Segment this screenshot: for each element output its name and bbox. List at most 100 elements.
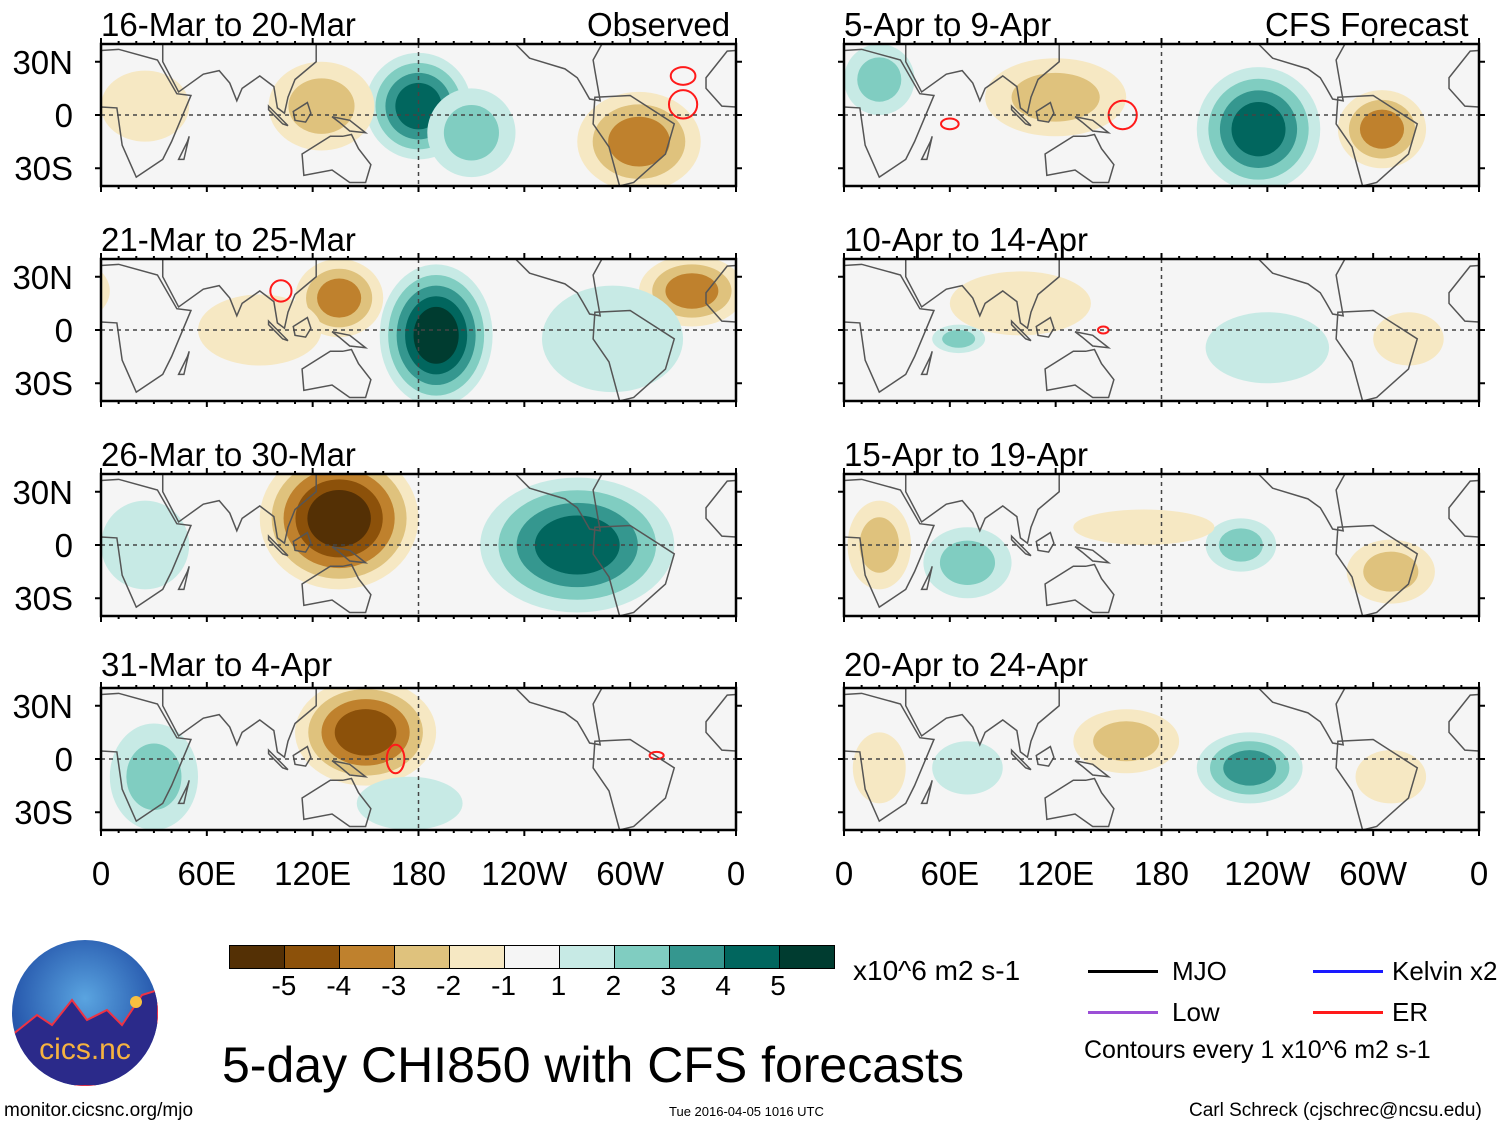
colorbar-swatch [339,946,394,968]
colorbar-swatch [394,946,449,968]
positive-anomaly [932,741,1003,795]
coastline [1074,116,1112,134]
coastline [101,48,193,179]
coastline [920,351,933,376]
coastline [1035,316,1055,338]
coastline [1448,264,1479,323]
coastline [1335,524,1419,616]
coastline [331,546,369,564]
coastline [904,474,1060,545]
coastline [331,116,369,134]
colorbar-swatch [559,946,614,968]
negative-anomaly [608,116,670,167]
positive-anomaly [939,540,996,585]
latitude-label: 30N [12,687,73,725]
coastline [844,263,936,394]
legend-kelvin-line [1313,970,1383,973]
coastline [705,49,736,108]
negative-anomaly [1359,109,1405,149]
colorbar-label: -2 [436,970,462,1001]
negative-anomaly [198,294,322,366]
positive-anomaly [1231,102,1286,157]
coastline [292,101,312,123]
latitude-label: 30N [12,258,73,296]
longitude-label: 0 [726,855,746,892]
coastline [101,478,193,609]
legend-kelvin-label: Kelvin x2 [1392,956,1498,986]
longitude-label: 180 [390,855,447,892]
colorbar-label: 3 [660,970,677,1001]
latitude-label: 30S [14,794,73,832]
coastline [267,534,289,557]
positive-anomaly [942,330,976,348]
coastline [161,688,317,759]
positive-anomaly [541,285,684,393]
coastline [1074,546,1112,564]
coastline [177,780,190,805]
latitude-label: 0 [54,527,73,564]
longitude-label: 120E [1017,855,1095,892]
positive-anomaly [857,57,902,102]
map-panel [838,38,1485,192]
coastline [1010,319,1032,342]
positive-anomaly [1205,312,1330,384]
panel-title: 31-Mar to 4-Apr [101,646,333,683]
footer-url[interactable]: monitor.cicsnc.org/mjo [4,1100,194,1121]
colorbar [229,945,835,969]
coastline [920,136,933,161]
coastline [1035,101,1055,123]
panel-title: 5-Apr to 9-Apr [844,6,1052,43]
legend-low-line [1088,1011,1158,1014]
panel-title: 20-Apr to 24-Apr [844,646,1088,683]
coastline [592,94,676,186]
coastline [1335,309,1419,401]
coastline [1044,133,1115,184]
coastline [514,44,603,102]
coastline [161,474,317,545]
coastline [705,479,736,538]
coastline [301,563,372,614]
negative-anomaly [949,271,1091,336]
panel-title: 21-Mar to 25-Mar [101,221,356,258]
coastline [592,738,676,830]
colorbar-label: 2 [605,970,622,1001]
contour-note: Contours every 1 x10^6 m2 s-1 [1084,1036,1431,1064]
longitude-label: 120E [274,855,352,892]
er-contour [669,66,697,86]
coastline [904,259,1060,330]
latitude-label: 0 [54,97,73,134]
coastline [1044,777,1115,828]
coastline [301,777,372,828]
colorbar-label: -4 [326,970,352,1001]
coastline [844,478,936,609]
negative-anomaly [101,271,110,311]
latitude-label: 30N [12,43,73,81]
colorbar-units: x10^6 m2 s-1 [853,955,1021,986]
coastline [1074,331,1112,349]
positive-anomaly [413,306,459,364]
colorbar-swatch [724,946,779,968]
negative-anomaly [1073,509,1215,545]
map-panel [838,253,1485,407]
er-contour [667,89,699,120]
coastline [1044,348,1115,399]
longitude-label: 0 [1469,855,1489,892]
colorbar-label: -5 [271,970,297,1001]
coastline [331,760,369,778]
coastline [920,780,933,805]
latitude-label: 30S [14,150,73,188]
observed-label: Observed [587,6,731,43]
map-panel [838,682,1485,836]
coastline [514,688,603,746]
panel-title: 16-Mar to 20-Mar [101,6,356,43]
negative-anomaly [1011,72,1100,122]
coastline [177,566,190,591]
coastline [267,104,289,127]
coastline [1335,738,1419,830]
coastline [267,319,289,342]
coastline [1335,94,1419,186]
coastline [844,692,936,823]
longitude-label: 60W [596,855,665,892]
coastline [1010,534,1032,557]
negative-anomaly [665,273,719,309]
